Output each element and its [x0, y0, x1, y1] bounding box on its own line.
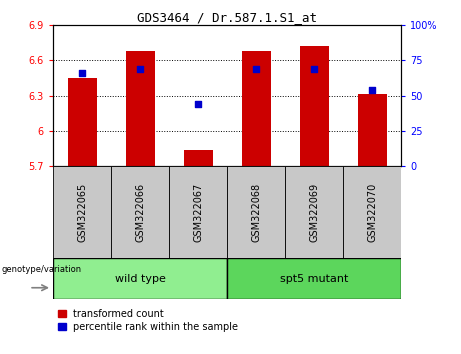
Bar [358, 95, 387, 166]
Bar [242, 51, 271, 166]
Text: GSM322070: GSM322070 [367, 183, 377, 242]
Text: GSM322069: GSM322069 [309, 183, 319, 242]
Point [78, 70, 86, 76]
Bar [67, 78, 96, 166]
Bar [285, 166, 343, 258]
Title: GDS3464 / Dr.587.1.S1_at: GDS3464 / Dr.587.1.S1_at [137, 11, 317, 24]
Bar [183, 150, 213, 166]
Bar [53, 258, 227, 299]
Bar [53, 166, 111, 258]
Text: GSM322068: GSM322068 [251, 183, 261, 242]
Bar [343, 166, 401, 258]
Bar [300, 46, 329, 166]
Text: spt5 mutant: spt5 mutant [280, 274, 348, 284]
Text: genotype/variation: genotype/variation [1, 265, 81, 274]
Bar [125, 51, 154, 166]
Bar [169, 166, 227, 258]
Point [310, 66, 318, 72]
Bar [227, 166, 285, 258]
Bar [111, 166, 169, 258]
Point [252, 66, 260, 72]
Point [195, 101, 202, 107]
Point [368, 87, 376, 93]
Legend: transformed count, percentile rank within the sample: transformed count, percentile rank withi… [58, 309, 238, 332]
Point [136, 66, 144, 72]
Text: GSM322065: GSM322065 [77, 183, 87, 242]
Bar [227, 258, 401, 299]
Text: GSM322066: GSM322066 [135, 183, 145, 242]
Text: wild type: wild type [115, 274, 165, 284]
Text: GSM322067: GSM322067 [193, 183, 203, 242]
